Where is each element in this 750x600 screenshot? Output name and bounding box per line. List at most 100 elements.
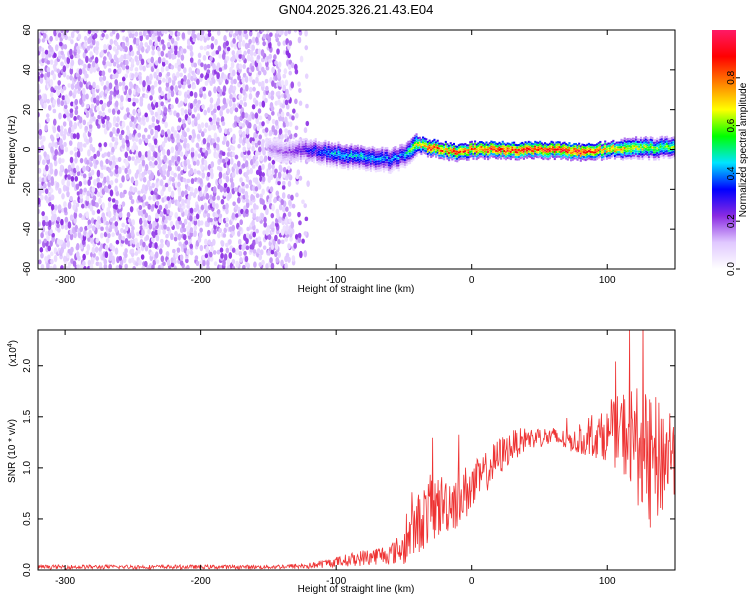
heatmap-ridge-cell — [343, 152, 347, 155]
heatmap-cell — [259, 155, 264, 162]
heatmap-cell — [108, 263, 112, 269]
heatmap-cell — [85, 93, 89, 100]
heatmap-cell — [58, 157, 62, 165]
snr-multiplier-exp: 4 — [7, 343, 14, 347]
heatmap-ridge-cell — [309, 158, 312, 161]
heatmap-ridge-cell — [563, 156, 566, 159]
heatmap-ridge-cell — [340, 154, 343, 157]
heatmap-ridge-cell — [365, 157, 368, 160]
heatmap-ridge-cell — [456, 148, 459, 151]
heatmap-ridge-cell — [604, 154, 607, 157]
heatmap-ridge-cell — [667, 156, 670, 160]
heatmap-ridge-cell — [454, 150, 457, 153]
heatmap-ridge-cell — [322, 151, 325, 154]
heatmap-cell — [98, 76, 103, 82]
heatmap-ridge-cell — [314, 150, 317, 153]
heatmap-ridge-cell — [402, 156, 405, 159]
heatmap-ridge-cell — [337, 160, 340, 163]
heatmap-ridge-cell — [649, 136, 652, 139]
heatmap-ridge-cell — [360, 156, 363, 159]
heatmap-ridge-cell — [408, 159, 412, 162]
heatmap-cell — [251, 219, 255, 227]
heatmap-ridge-cell — [374, 163, 377, 166]
heatmap-ridge-cell — [430, 141, 433, 144]
heatmap-cell — [95, 256, 100, 261]
heatmap-ridge-cell — [657, 143, 660, 147]
heatmap-cell — [238, 63, 243, 70]
heatmap-cell — [270, 212, 275, 219]
heatmap-ridge-cell — [269, 142, 272, 145]
heatmap-ridge-cell — [532, 147, 535, 150]
heatmap-ridge-cell — [506, 142, 509, 145]
heatmap-ridge-cell — [306, 143, 309, 146]
heatmap-cell — [207, 182, 211, 188]
heatmap-ridge-cell — [469, 150, 472, 153]
heatmap-cell — [60, 30, 64, 34]
heatmap-ridge-cell — [426, 153, 429, 156]
heatmap-ridge-cell — [347, 165, 350, 168]
heatmap-cell — [206, 35, 210, 41]
heatmap-ridge-cell — [326, 145, 329, 149]
heatmap-cell — [281, 184, 286, 190]
heatmap-cell — [233, 163, 237, 169]
heatmap-cell — [70, 39, 74, 45]
heatmap-cell — [142, 241, 146, 248]
heatmap-cell — [175, 97, 179, 105]
heatmap-ridge-cell — [459, 155, 462, 158]
heatmap-ridge-cell — [420, 143, 423, 146]
heatmap-ridge-cell — [347, 168, 350, 171]
heatmap-cell — [265, 65, 270, 71]
heatmap-ridge-cell — [287, 154, 290, 157]
heatmap-cell — [245, 84, 249, 92]
heatmap-cell — [69, 75, 73, 81]
heatmap-ridge-cell — [573, 143, 576, 146]
heatmap-cell — [53, 52, 57, 59]
heatmap-ridge-cell — [436, 154, 439, 157]
heatmap-cell — [43, 101, 47, 110]
heatmap-cell — [121, 30, 126, 33]
heatmap-ridge-cell — [272, 155, 275, 158]
heatmap-cell — [121, 81, 126, 87]
heatmap-ridge-cell — [334, 147, 337, 150]
heatmap-ridge-cell — [345, 156, 348, 159]
heatmap-cell — [263, 216, 267, 223]
heatmap-cell — [109, 38, 114, 45]
heatmap-cell — [244, 112, 249, 119]
heatmap-ridge-cell — [540, 156, 543, 159]
heatmap-ridge-cell — [329, 153, 332, 156]
heatmap-ridge-cell — [529, 143, 532, 146]
heatmap-cell — [103, 142, 108, 148]
heatmap-ridge-cell — [516, 153, 519, 156]
heatmap-ridge-cell — [356, 149, 360, 152]
heatmap-ridge-cell — [334, 145, 337, 148]
heatmap-ridge-cell — [584, 158, 587, 162]
heatmap-ridge-cell — [657, 153, 660, 156]
heatmap-cell — [197, 123, 201, 131]
heatmap-ridge-cell — [304, 149, 308, 152]
heatmap-ridge-cell — [576, 158, 579, 161]
heatmap-ridge-cell — [322, 153, 325, 156]
heatmap-ridge-cell — [428, 151, 431, 154]
heatmap-cell — [120, 54, 124, 62]
heatmap-cell — [238, 30, 242, 36]
heatmap-cell — [68, 140, 73, 146]
heatmap-ridge-cell — [326, 165, 329, 168]
heatmap-cell — [38, 65, 41, 73]
heatmap-cell — [262, 40, 266, 47]
heatmap-ridge-cell — [461, 145, 464, 148]
heatmap-ridge-cell — [565, 143, 568, 146]
heatmap-cell — [200, 73, 204, 79]
heatmap-ridge-cell — [399, 165, 402, 168]
heatmap-cell — [264, 127, 269, 133]
heatmap-ridge-cell — [496, 157, 499, 160]
heatmap-ridge-cell — [656, 152, 659, 155]
heatmap-cell — [263, 221, 267, 228]
heatmap-cell — [196, 113, 201, 120]
heatmap-cell — [170, 64, 175, 70]
heatmap-cell — [95, 159, 99, 165]
heatmap-ridge-cell — [358, 151, 361, 154]
heatmap-ridge-cell — [314, 152, 317, 155]
heatmap-ridge-cell — [269, 140, 272, 143]
heatmap-ridge-cell — [592, 153, 595, 156]
heatmap-ridge-cell — [465, 149, 469, 152]
